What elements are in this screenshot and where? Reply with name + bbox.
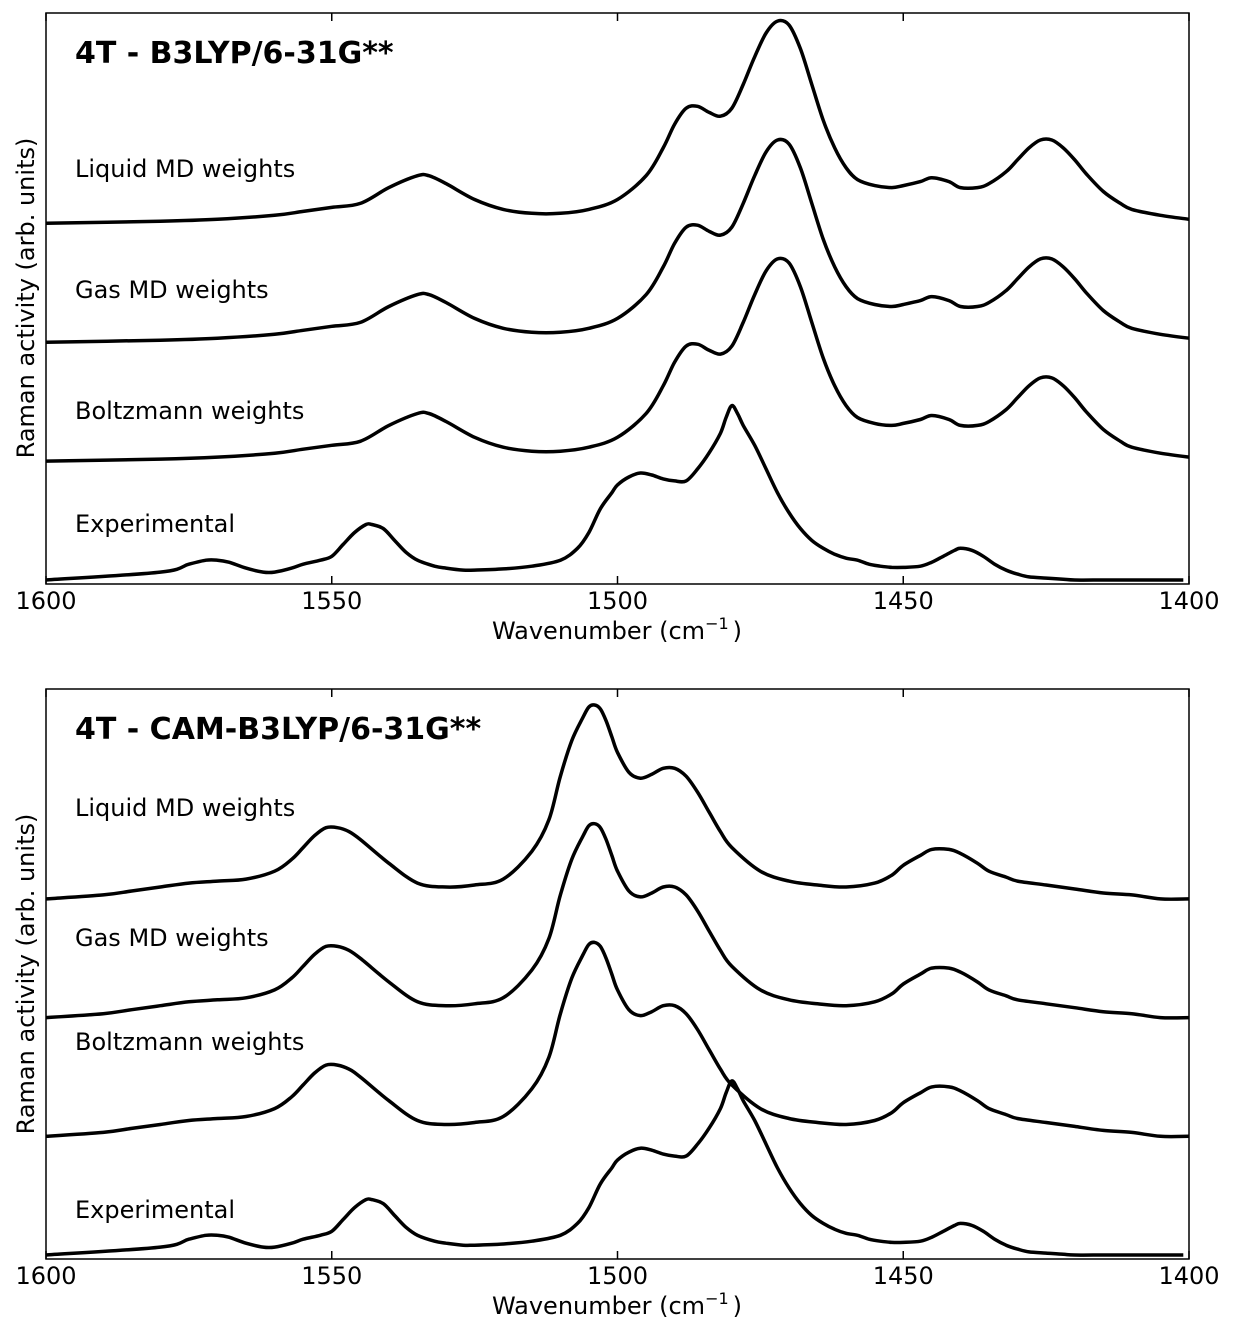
- series-line-gas-md: [45, 821, 1190, 1020]
- x-tick-label: 1400: [1158, 587, 1219, 615]
- y-axis-label: Raman activity (arb. units): [12, 138, 40, 459]
- x-axis-label: Wavenumber (cm−1): [492, 1289, 742, 1320]
- series-line-boltzmann: [45, 940, 1190, 1139]
- x-tick-label: 1450: [873, 587, 934, 615]
- x-axis-label-exponent: −1: [705, 1289, 729, 1308]
- series-label-experimental: Experimental: [75, 510, 235, 538]
- series-label-gas-md: Gas MD weights: [75, 276, 269, 304]
- series-line-liquid-md: [45, 18, 1190, 226]
- series-label-boltzmann: Boltzmann weights: [75, 1028, 304, 1056]
- x-axis-label: Wavenumber (cm−1): [492, 614, 742, 645]
- series-label-gas-md: Gas MD weights: [75, 924, 269, 952]
- x-tick-label: 1600: [15, 587, 76, 615]
- series-line-gas-md: [45, 137, 1190, 344]
- x-axis-label-close: ): [733, 617, 742, 645]
- x-tick-label: 1500: [587, 587, 648, 615]
- x-tick-label: 1400: [1158, 1262, 1219, 1290]
- panel-cam-b3lyp: 4T - CAM-B3LYP/6-31G** Liquid MD weights…: [12, 688, 1220, 1320]
- series-layer: [45, 703, 1190, 1257]
- x-axis-label-text: Wavenumber (cm: [492, 1292, 705, 1320]
- y-axis-label: Raman activity (arb. units): [12, 814, 40, 1135]
- x-tick-layer: 1600 1550 1500 1450 1400: [15, 13, 1220, 615]
- series-label-liquid-md: Liquid MD weights: [75, 155, 295, 183]
- chart-title: 4T - B3LYP/6-31G**: [75, 36, 394, 71]
- series-line-liquid-md: [45, 703, 1190, 901]
- plot-frame: [45, 688, 1190, 1260]
- series-label-boltzmann: Boltzmann weights: [75, 397, 304, 425]
- series-line-experimental: [45, 403, 1184, 582]
- x-tick-label: 1500: [587, 1262, 648, 1290]
- x-tick-label: 1550: [301, 587, 362, 615]
- x-tick-label: 1600: [15, 1262, 76, 1290]
- series-label-experimental: Experimental: [75, 1196, 235, 1224]
- x-tick-label: 1450: [873, 1262, 934, 1290]
- series-layer: [45, 18, 1190, 582]
- series-label-liquid-md: Liquid MD weights: [75, 794, 295, 822]
- x-axis-label-exponent: −1: [705, 614, 729, 633]
- series-line-experimental: [45, 1079, 1184, 1257]
- x-axis-label-close: ): [733, 1292, 742, 1320]
- chart-title: 4T - CAM-B3LYP/6-31G**: [75, 712, 481, 747]
- x-tick-label: 1550: [301, 1262, 362, 1290]
- panel-b3lyp: 4T - B3LYP/6-31G** Liquid MD weights Gas…: [12, 12, 1220, 645]
- x-axis-label-text: Wavenumber (cm: [492, 617, 705, 645]
- x-tick-layer: 1600 1550 1500 1450 1400: [15, 689, 1220, 1290]
- series-line-boltzmann: [45, 256, 1190, 463]
